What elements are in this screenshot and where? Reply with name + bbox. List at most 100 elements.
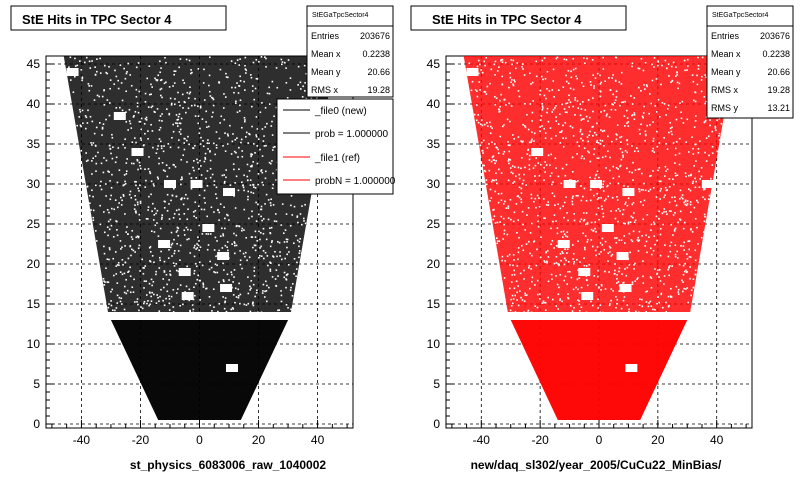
right-speckle <box>595 133 598 136</box>
right-speckle <box>688 256 691 258</box>
right-speckle <box>655 111 658 113</box>
right-speckle <box>653 221 655 224</box>
right-speckle <box>601 130 604 133</box>
left-speckle <box>252 283 255 286</box>
left-speckle <box>106 72 109 75</box>
left-speckle <box>218 219 220 221</box>
left-speckle <box>255 77 258 80</box>
right-speckle <box>535 60 538 63</box>
left-speckle <box>125 278 127 281</box>
right-speckle <box>585 212 588 214</box>
right-speckle <box>589 188 592 191</box>
left-speckle <box>269 202 272 204</box>
right-speckle <box>566 248 569 251</box>
right-speckle <box>545 164 548 166</box>
right-speckle <box>550 172 553 174</box>
left-speckle <box>250 153 252 156</box>
left-speckle <box>193 160 195 162</box>
right-speckle <box>589 199 592 202</box>
right-speckle <box>644 133 647 136</box>
right-speckle <box>558 286 560 289</box>
right-speckle <box>665 189 668 192</box>
right-speckle <box>655 215 658 218</box>
right-speckle <box>563 279 566 282</box>
right-speckle <box>517 90 520 92</box>
left-stats-meany-value: 20.66 <box>367 67 390 77</box>
right-speckle <box>549 175 552 177</box>
left-speckle <box>246 163 249 166</box>
right-speckle <box>657 61 660 63</box>
right-speckle <box>615 96 618 98</box>
right-speckle <box>564 275 567 278</box>
right-speckle <box>586 136 589 138</box>
left-speckle <box>168 167 171 169</box>
left-speckle <box>129 190 132 193</box>
left-speckle <box>137 168 139 171</box>
left-speckle <box>263 135 265 137</box>
left-speckle <box>169 97 172 100</box>
left-speckle <box>275 269 278 271</box>
right-speckle <box>607 260 609 262</box>
right-speckle <box>640 123 642 126</box>
right-speckle <box>539 256 542 259</box>
right-speckle <box>503 223 505 226</box>
right-speckle <box>581 100 584 103</box>
right-x-tick-label: 40 <box>710 433 724 447</box>
left-speckle <box>222 233 224 235</box>
left-speckle <box>275 179 277 181</box>
left-speckle <box>223 269 225 271</box>
left-speckle <box>94 155 97 158</box>
left-speckle <box>94 184 97 187</box>
left-speckle <box>238 64 241 66</box>
left-speckle <box>245 131 248 134</box>
right-speckle <box>497 192 500 195</box>
right-speckle <box>678 163 681 166</box>
left-speckle <box>235 100 237 103</box>
right-speckle <box>645 84 648 86</box>
right-speckle <box>661 101 664 104</box>
right-speckle <box>649 124 651 126</box>
left-speckle <box>245 72 247 74</box>
right-speckle <box>523 125 526 127</box>
left-speckle <box>158 162 160 165</box>
right-speckle <box>478 63 481 66</box>
left-speckle <box>208 268 211 271</box>
right-speckle <box>585 311 588 314</box>
right-speckle <box>689 203 692 206</box>
left-speckle <box>219 235 222 237</box>
left-speckle <box>138 161 141 164</box>
left-speckle <box>223 118 226 121</box>
left-speckle <box>207 125 210 128</box>
left-speckle <box>174 70 177 73</box>
right-stats-meany-value: 20.66 <box>767 67 790 77</box>
left-speckle <box>238 225 241 228</box>
left-speckle <box>234 86 237 89</box>
right-speckle <box>669 245 671 247</box>
right-speckle <box>665 143 667 145</box>
left-speckle <box>272 256 275 258</box>
right-speckle <box>541 302 544 304</box>
left-speckle <box>151 130 154 132</box>
left-speckle <box>116 220 118 223</box>
right-speckle <box>673 196 676 199</box>
right-speckle <box>652 249 655 252</box>
left-speckle <box>298 241 301 243</box>
right-y-tick-label: 20 <box>427 257 441 271</box>
left-speckle <box>123 291 126 294</box>
right-speckle <box>664 194 666 197</box>
left-speckle <box>159 60 161 63</box>
left-speckle <box>76 124 78 127</box>
left-speckle <box>245 69 248 72</box>
left-speckle <box>250 76 253 79</box>
right-speckle <box>632 201 635 204</box>
right-speckle <box>627 197 630 200</box>
right-speckle <box>550 137 553 140</box>
right-speckle <box>556 227 559 229</box>
left-speckle <box>118 264 120 266</box>
left-speckle <box>84 115 87 117</box>
left-speckle <box>195 265 198 268</box>
left-speckle <box>160 67 162 69</box>
left-speckle <box>160 78 163 81</box>
right-speckle <box>703 220 706 223</box>
left-speckle <box>253 186 255 188</box>
